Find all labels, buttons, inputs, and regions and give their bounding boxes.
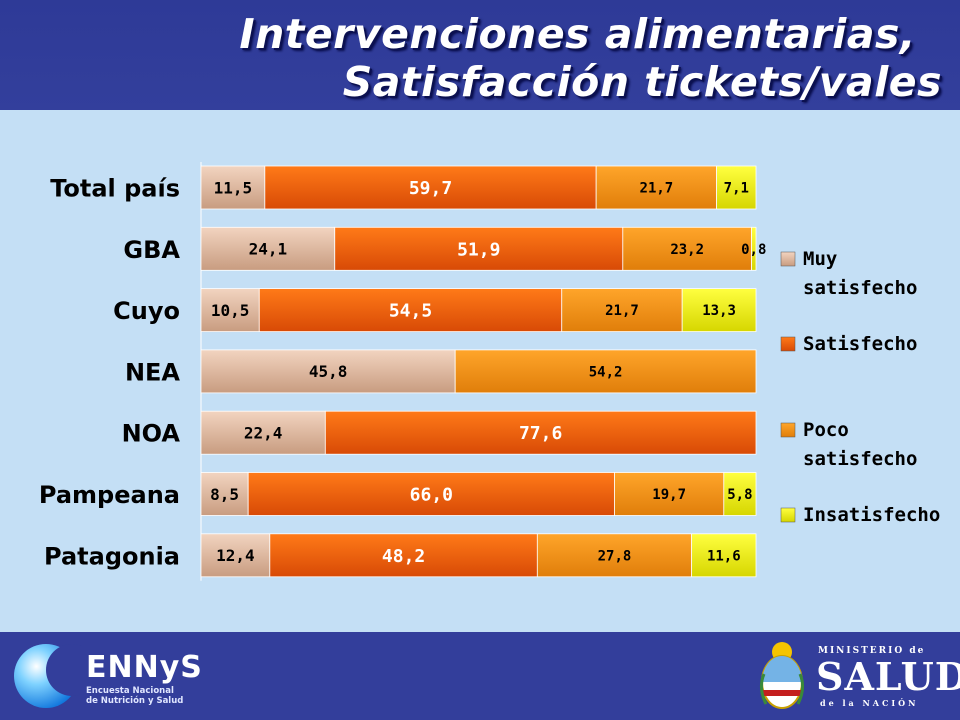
data-label-pampeana-muy-satisfecho: 8,5 [210,485,239,504]
data-label-patagonia-satisfecho: 48,2 [382,546,425,567]
data-label-nea-poco-satisfecho: 54,2 [589,364,623,380]
legend-label-muy-satisfecho-line2: satisfecho [803,277,917,299]
data-label-gba-satisfecho: 51,9 [457,239,500,260]
data-label-pampeana-insatisfecho: 5,8 [727,487,752,503]
category-label-gba: GBA [123,236,180,264]
ministerio-salud-logo: MINISTERIO de SALUD de la NACIÓN [752,636,960,716]
bar-noa-satisfecho [324,410,757,455]
bar-pampeana-poco-satisfecho [614,472,725,516]
bar-gba-satisfecho [334,226,624,271]
bar-pampeana-satisfecho [247,472,615,516]
title-line-1: Intervenciones alimentarias, [239,10,916,58]
data-label-noa-muy-satisfecho: 22,4 [244,423,283,442]
legend-label-muy-satisfecho: Muy [803,248,837,270]
stacked-bar-chart: Total país 11,5 59,7 21,7 7,1 GBA 24,1 51,9 23,2… [39,162,940,581]
national-shield-icon [759,642,805,709]
category-label-patagonia: Patagonia [44,542,180,570]
data-label-total-pais-muy-satisfecho: 11,5 [214,178,253,197]
legend-label-poco-satisfecho: Poco [803,419,849,441]
bar-noa-muy-satisfecho [200,410,326,455]
bar-total-pais-insatisfecho [716,165,757,210]
bar-patagonia-poco-satisfecho [536,533,693,578]
bar-gba-muy-satisfecho [200,226,336,271]
legend-label-poco-satisfecho-line2: satisfecho [803,448,917,470]
data-label-cuyo-insatisfecho: 13,3 [702,303,736,319]
legend-label-insatisfecho: Insatisfecho [803,504,940,526]
ministry-label: MINISTERIO de [818,646,926,656]
data-label-pampeana-satisfecho: 66,0 [410,484,453,505]
data-label-total-pais-poco-satisfecho: 21,7 [640,181,674,197]
bar-patagonia-muy-satisfecho [200,533,271,578]
data-label-total-pais-insatisfecho: 7,1 [724,181,749,197]
legend-swatch-muy-satisfecho [780,251,796,267]
data-label-nea-muy-satisfecho: 45,8 [309,362,348,381]
category-label-total-pais: Total país [50,175,180,203]
bar-gba-poco-satisfecho [622,226,752,271]
category-label-cuyo: Cuyo [113,297,180,325]
bar-cuyo-satisfecho [258,288,563,333]
ennys-logo: ENNyS Encuesta Nacional de Nutrición y S… [10,640,210,714]
bar-cuyo-insatisfecho [681,288,757,333]
data-label-patagonia-muy-satisfecho: 12,4 [216,546,255,565]
slide-title: Intervenciones alimentarias, Satisfacció… [239,10,942,106]
legend-swatch-satisfecho [780,336,796,352]
bar-pampeana-muy-satisfecho [200,472,249,516]
bar-patagonia-satisfecho [269,533,538,578]
category-label-nea: NEA [125,358,180,386]
legend-label-satisfecho: Satisfecho [803,333,917,355]
bar-total-pais-satisfecho [264,165,597,210]
data-label-patagonia-poco-satisfecho: 27,8 [598,548,632,564]
nacion-label: de la NACIÓN [820,698,919,708]
bar-total-pais-poco-satisfecho [595,165,717,210]
bar-nea-poco-satisfecho [454,349,757,394]
title-line-2: Satisfacción tickets/vales [342,58,942,106]
bar-pampeana-insatisfecho [723,472,757,516]
data-label-total-pais-satisfecho: 59,7 [409,178,452,199]
salud-wordmark: SALUD [816,654,960,699]
ennys-subtitle: Encuesta Nacional de Nutrición y Salud [86,686,184,706]
moon-logo-icon [14,644,82,708]
data-label-gba-muy-satisfecho: 24,1 [249,240,288,259]
bar-cuyo-poco-satisfecho [561,288,683,333]
data-label-cuyo-satisfecho: 54,5 [389,301,432,322]
data-label-pampeana-poco-satisfecho: 19,7 [652,487,686,503]
title-bar: Intervenciones alimentarias, Satisfacció… [0,0,960,110]
data-label-noa-satisfecho: 77,6 [519,423,562,444]
bar-cuyo-muy-satisfecho [200,288,260,333]
ennys-brand: ENNyS [86,650,203,685]
legend-swatch-insatisfecho [780,507,796,523]
data-label-cuyo-muy-satisfecho: 10,5 [211,301,250,320]
bar-patagonia-insatisfecho [691,533,757,578]
legend-swatch-poco-satisfecho [780,422,796,438]
data-label-gba-poco-satisfecho: 23,2 [670,242,704,258]
bar-nea-muy-satisfecho [200,349,456,394]
data-label-gba-insatisfecho: 0,8 [741,242,766,258]
category-label-pampeana: Pampeana [39,481,180,509]
data-label-patagonia-insatisfecho: 11,6 [707,548,741,564]
category-label-noa: NOA [122,420,181,448]
bar-gba-insatisfecho [751,226,757,271]
data-label-cuyo-poco-satisfecho: 21,7 [605,303,639,319]
